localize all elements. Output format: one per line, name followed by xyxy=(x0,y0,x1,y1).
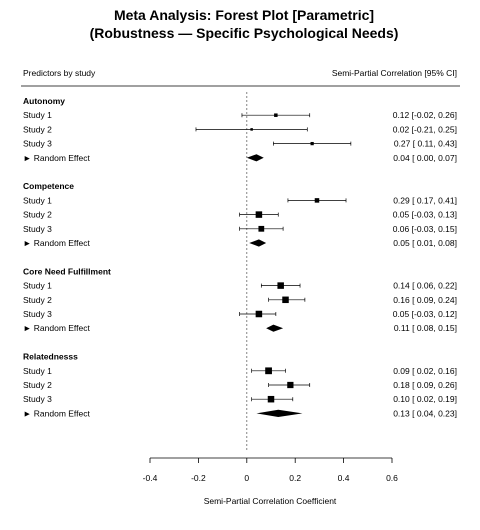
group-relatednesss-study-3-label: Study 3 xyxy=(23,394,52,404)
group-core-need-fulfillment-study-1-label: Study 1 xyxy=(23,281,52,291)
group-autonomy-study-1-estimate-text: 0.12 [-0.02, 0.26] xyxy=(393,110,457,120)
group-competence-study-2-point-estimate xyxy=(255,211,263,218)
group-competence-study-1-point-estimate xyxy=(314,198,320,203)
group-core-need-fulfillment-study-1-point-estimate xyxy=(277,282,284,289)
group-competence-summary-estimate-text: 0.05 [ 0.01, 0.08] xyxy=(393,238,457,248)
group-autonomy-study-3-estimate-text: 0.27 [ 0.11, 0.43] xyxy=(394,139,457,149)
group-relatednesss-study-3-estimate-text: 0.10 [ 0.02, 0.19] xyxy=(393,394,457,404)
group-heading-autonomy: Autonomy xyxy=(23,96,65,106)
group-relatednesss-study-3-point-estimate xyxy=(267,395,275,403)
group-autonomy-study-2-point-estimate xyxy=(250,128,253,131)
group-core-need-fulfillment-study-3-estimate-text: 0.05 [-0.03, 0.12] xyxy=(393,309,457,319)
group-autonomy-study-3-point-estimate xyxy=(310,141,314,146)
group-core-need-fulfillment-study-2-point-estimate xyxy=(282,296,289,304)
x-axis: -0.4 -0.2 0 0.2 0.4 0.6 xyxy=(143,457,398,483)
group-relatednesss-study-2-point-estimate xyxy=(287,381,294,389)
group-autonomy-summary-estimate-text: 0.04 [ 0.00, 0.07] xyxy=(393,153,457,163)
x-tick-label-3: 0.2 xyxy=(289,473,301,483)
group-core-need-fulfillment-summary-diamond xyxy=(266,324,284,332)
group-relatednesss-study-1-label: Study 1 xyxy=(23,366,52,376)
group-relatednesss-study-1-point-estimate xyxy=(265,367,272,375)
x-tick-label-0: -0.4 xyxy=(143,473,158,483)
x-axis-label: Semi-Partial Correlation Coefficient xyxy=(204,496,337,506)
group-core-need-fulfillment-study-3-label: Study 3 xyxy=(23,309,52,319)
chart-title-line-2: (Robustness — Specific Psychological Nee… xyxy=(90,25,399,41)
group-competence-study-2-estimate-text: 0.05 [-0.03, 0.13] xyxy=(393,210,457,220)
group-relatednesss-summary-diamond xyxy=(256,409,303,417)
group-autonomy-study-1-point-estimate xyxy=(274,113,278,117)
group-relatednesss-study-1-estimate-text: 0.09 [ 0.02, 0.16] xyxy=(393,366,457,376)
group-core-need-fulfillment-study-3-point-estimate xyxy=(255,310,263,318)
x-tick-label-1: -0.2 xyxy=(191,473,206,483)
group-competence-study-2-label: Study 2 xyxy=(23,210,52,220)
group-autonomy-study-1-label: Study 1 xyxy=(23,110,52,120)
group-relatednesss-summary-estimate-text: 0.13 [ 0.04, 0.23] xyxy=(393,408,457,418)
group-core-need-fulfillment-summary-estimate-text: 0.11 [ 0.08, 0.15] xyxy=(394,323,457,333)
group-competence-study-3-estimate-text: 0.06 [-0.03, 0.15] xyxy=(393,224,457,234)
group-relatednesss-study-2-estimate-text: 0.18 [ 0.09, 0.26] xyxy=(393,380,457,390)
group-autonomy-study-2-estimate-text: 0.02 [-0.21, 0.25] xyxy=(393,124,457,134)
group-relatednesss-summary-label: ► Random Effect xyxy=(23,408,90,418)
forest-rows: Autonomy Study 1 0.12 [-0.02, 0.26] Study 2… xyxy=(23,96,457,418)
chart-title-line-1: Meta Analysis: Forest Plot [Parametric] xyxy=(114,7,374,23)
group-core-need-fulfillment-study-1-estimate-text: 0.14 [ 0.06, 0.22] xyxy=(393,281,457,291)
group-core-need-fulfillment-study-2-label: Study 2 xyxy=(23,295,52,305)
right-column-header: Semi-Partial Correlation [95% CI] xyxy=(332,68,457,78)
group-autonomy-summary-label: ► Random Effect xyxy=(23,153,90,163)
x-tick-label-2: 0 xyxy=(244,473,249,483)
group-heading-core-need-fulfillment: Core Need Fulfillment xyxy=(23,266,111,276)
group-competence-summary-label: ► Random Effect xyxy=(23,238,90,248)
group-heading-relatednesss: Relatednesss xyxy=(23,352,78,362)
group-competence-study-3-label: Study 3 xyxy=(23,224,52,234)
group-relatednesss-study-2-label: Study 2 xyxy=(23,380,52,390)
group-core-need-fulfillment-summary-label: ► Random Effect xyxy=(23,323,90,333)
group-core-need-fulfillment-study-2-estimate-text: 0.16 [ 0.09, 0.24] xyxy=(393,295,457,305)
group-competence-study-3-point-estimate xyxy=(258,225,265,232)
left-column-header: Predictors by study xyxy=(23,68,96,78)
group-autonomy-summary-diamond xyxy=(246,154,264,162)
x-tick-label-4: 0.4 xyxy=(338,473,350,483)
group-competence-summary-diamond xyxy=(249,239,267,247)
group-autonomy-study-2-label: Study 2 xyxy=(23,124,52,134)
group-heading-competence: Competence xyxy=(23,181,74,191)
x-tick-label-5: 0.6 xyxy=(386,473,398,483)
group-competence-study-1-label: Study 1 xyxy=(23,195,52,205)
group-autonomy-study-3-label: Study 3 xyxy=(23,139,52,149)
group-competence-study-1-estimate-text: 0.29 [ 0.17, 0.41] xyxy=(393,195,457,205)
